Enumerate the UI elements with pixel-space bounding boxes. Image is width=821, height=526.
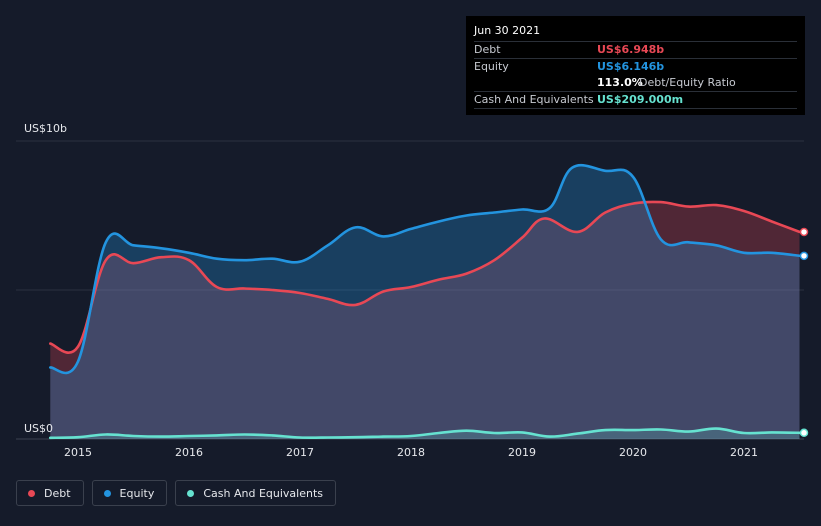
equity-line (49, 163, 801, 375)
y-axis-bottom-label: US$0 (24, 422, 53, 435)
legend-debt-label: Debt (44, 486, 71, 500)
tooltip-debt-row: Debt US$6.948b (474, 42, 797, 59)
tooltip-ratio-label: Debt/Equity Ratio (639, 76, 736, 89)
legend-item-debt[interactable]: Debt (16, 480, 84, 506)
tooltip-cash-label: Cash And Equivalents (474, 93, 594, 106)
debt-end-marker[interactable] (799, 227, 809, 237)
legend-cash-label: Cash And Equivalents (203, 486, 323, 500)
legend-cash-dot-icon (187, 489, 195, 497)
tooltip-ratio-value: 113.0% (597, 76, 643, 89)
cash-and-equivalents-area (50, 428, 800, 439)
x-tick-2020: 2020 (619, 446, 647, 459)
legend-item-cash[interactable]: Cash And Equivalents (175, 480, 336, 506)
tooltip-cash-row: Cash And Equivalents US$209.000m (474, 92, 797, 109)
gridlines (16, 140, 804, 440)
x-tick-2016: 2016 (175, 446, 203, 459)
tooltip-debt-label: Debt (474, 43, 501, 56)
x-tick-2018: 2018 (397, 446, 425, 459)
series-lines (49, 163, 801, 440)
equity-area (50, 165, 800, 439)
debt-area (50, 201, 800, 439)
axis-labels: US$10b US$0 2015 2016 2017 2018 2019 2020 2021 (24, 122, 758, 459)
chart-legend: Debt Equity Cash And Equivalents (16, 480, 340, 506)
cash-and-equivalents-end-marker[interactable] (799, 428, 809, 438)
tooltip-date: Jun 30 2021 (474, 23, 797, 42)
debt-line (49, 200, 801, 354)
x-tick-2017: 2017 (286, 446, 314, 459)
x-tick-2015: 2015 (64, 446, 92, 459)
legend-item-equity[interactable]: Equity (91, 480, 168, 506)
end-markers (799, 227, 809, 438)
tooltip-debt-value: US$6.948b (597, 43, 665, 56)
tooltip-equity-row: Equity US$6.146b (474, 59, 797, 75)
data-tooltip: Jun 30 2021 Debt US$6.948b Equity US$6.1… (466, 16, 805, 115)
legend-equity-label: Equity (119, 486, 155, 500)
tooltip-equity-label: Equity (474, 60, 509, 73)
tooltip-ratio-row: 113.0% Debt/Equity Ratio (474, 75, 797, 92)
tooltip-cash-value: US$209.000m (597, 93, 684, 106)
x-tick-2019: 2019 (508, 446, 536, 459)
series-areas (50, 165, 800, 439)
legend-equity-dot-icon (103, 489, 111, 497)
tooltip-equity-value: US$6.146b (597, 60, 665, 73)
y-axis-top-label: US$10b (24, 122, 67, 135)
legend-debt-dot-icon (28, 489, 35, 497)
x-tick-2021: 2021 (730, 446, 758, 459)
cash-and-equivalents-line (49, 427, 801, 440)
equity-end-marker[interactable] (799, 251, 809, 261)
